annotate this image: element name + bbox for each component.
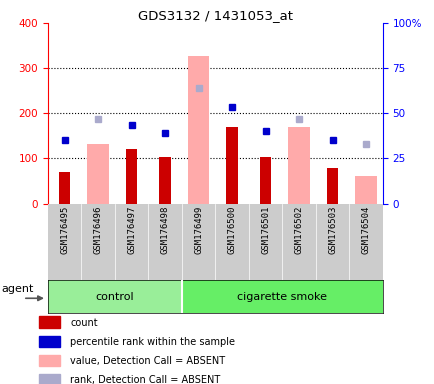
Bar xyxy=(39,374,60,384)
Bar xyxy=(39,355,60,366)
Bar xyxy=(354,175,376,204)
Bar xyxy=(326,168,338,204)
Text: value, Detection Call = ABSENT: value, Detection Call = ABSENT xyxy=(70,356,225,366)
Text: rank, Detection Call = ABSENT: rank, Detection Call = ABSENT xyxy=(70,375,220,384)
Text: GSM176497: GSM176497 xyxy=(127,206,136,254)
Text: GSM176504: GSM176504 xyxy=(361,206,370,254)
Bar xyxy=(181,280,382,313)
Text: GSM176500: GSM176500 xyxy=(227,206,236,254)
Text: agent: agent xyxy=(1,285,33,295)
Text: GSM176496: GSM176496 xyxy=(93,206,102,254)
Text: percentile rank within the sample: percentile rank within the sample xyxy=(70,337,234,347)
Text: GSM176502: GSM176502 xyxy=(294,206,303,254)
Bar xyxy=(39,316,60,328)
Bar xyxy=(226,127,237,204)
Bar xyxy=(287,127,309,204)
Text: count: count xyxy=(70,318,98,328)
Bar xyxy=(48,280,181,313)
Bar xyxy=(187,56,209,204)
Bar xyxy=(87,144,109,204)
Bar xyxy=(39,336,60,347)
Text: GSM176498: GSM176498 xyxy=(160,206,169,254)
Text: GSM176503: GSM176503 xyxy=(327,206,336,254)
Bar xyxy=(159,157,171,204)
Bar xyxy=(59,172,70,204)
Text: GSM176499: GSM176499 xyxy=(194,206,203,254)
Title: GDS3132 / 1431053_at: GDS3132 / 1431053_at xyxy=(138,9,292,22)
Text: GSM176501: GSM176501 xyxy=(260,206,270,254)
Text: cigarette smoke: cigarette smoke xyxy=(237,291,326,302)
Text: control: control xyxy=(95,291,134,302)
Bar xyxy=(259,157,271,204)
Text: GSM176495: GSM176495 xyxy=(60,206,69,254)
Bar xyxy=(125,149,137,204)
